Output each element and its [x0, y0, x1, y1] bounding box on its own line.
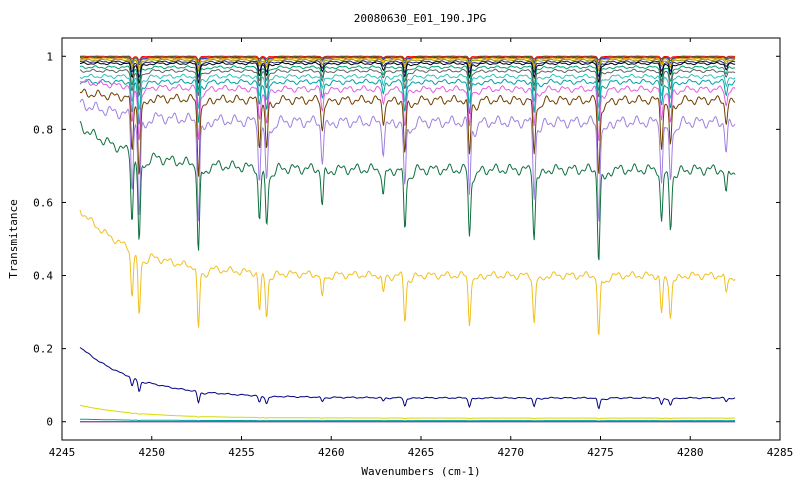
series-line: [79, 209, 736, 335]
x-tick-label: 4280: [677, 446, 704, 459]
series-line: [79, 78, 736, 125]
y-tick-label: 0.4: [33, 270, 53, 283]
series-line: [79, 347, 736, 410]
series-group: [79, 55, 736, 423]
series-line: [79, 88, 736, 177]
series-line: [79, 58, 736, 73]
x-tick-label: 4275: [587, 446, 614, 459]
y-tick-label: 0.8: [33, 123, 53, 136]
series-line: [80, 55, 736, 61]
series-line: [79, 78, 736, 142]
x-axis-ticks: 4245 4250 4255 4260 4265 4270 4275 4280 4285: [49, 38, 794, 459]
series-line: [79, 57, 736, 69]
x-tick-label: 4260: [318, 446, 345, 459]
series-line: [79, 56, 736, 64]
y-axis-label: Transmitance: [7, 199, 20, 278]
y-tick-label: 0.6: [33, 196, 53, 209]
series-line: [80, 418, 736, 422]
x-tick-label: 4255: [228, 446, 255, 459]
y-tick-label: 1: [46, 50, 53, 63]
series-line: [79, 404, 736, 420]
x-tick-label: 4265: [408, 446, 435, 459]
x-tick-label: 4285: [767, 446, 794, 459]
series-line: [79, 68, 736, 98]
series-line: [79, 65, 736, 92]
y-tick-label: 0: [46, 416, 53, 429]
series-line: [79, 98, 736, 222]
x-tick-label: 4250: [139, 446, 166, 459]
y-axis-ticks: 0 0.2 0.4 0.6 0.8 1: [33, 50, 780, 429]
series-line: [79, 56, 736, 66]
y-tick-label: 0.2: [33, 343, 53, 356]
series-line: [80, 61, 736, 85]
x-tick-label: 4245: [49, 446, 76, 459]
x-axis-label: Wavenumbers (cm-1): [361, 465, 480, 478]
chart-title: 20080630_E01_190.JPG: [354, 12, 486, 25]
x-tick-label: 4270: [498, 446, 525, 459]
series-line: [79, 73, 736, 111]
series-line: [79, 120, 736, 261]
